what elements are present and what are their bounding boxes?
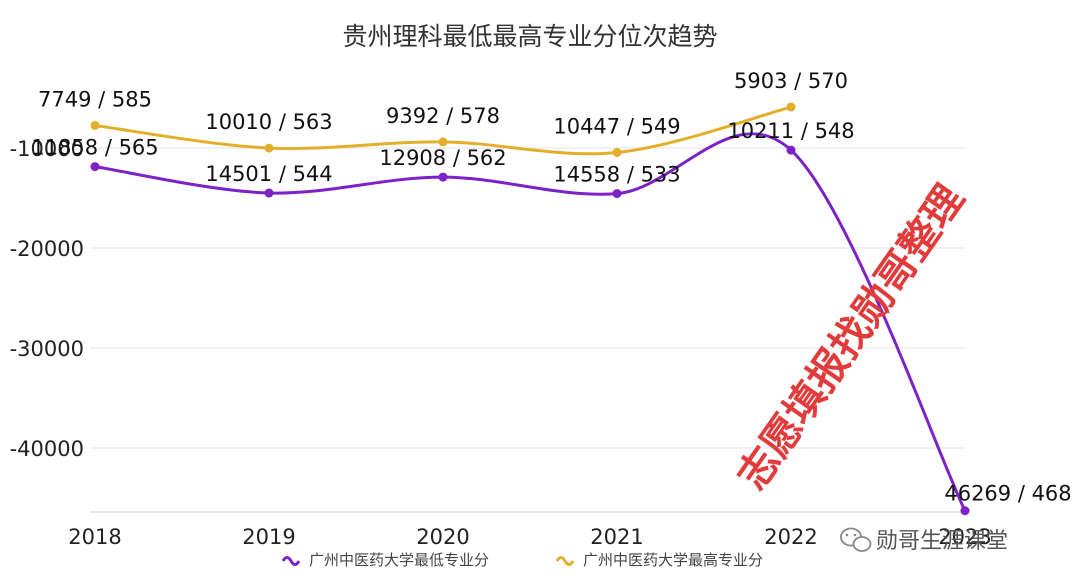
grid-lines: [90, 147, 965, 513]
data-label: 7749 / 585: [38, 87, 152, 111]
data-labels: 11858 / 565 14501 / 544 12908 / 562 14558 /…: [31, 69, 1071, 506]
y-tick-label: -10000: [10, 137, 84, 161]
data-point: [264, 188, 274, 198]
data-point: [438, 137, 448, 147]
y-tick-label: -40000: [10, 437, 84, 461]
legend-item-min[interactable]: 广州中医药大学最低专业分: [281, 551, 489, 569]
data-point: [612, 189, 622, 199]
wechat-badge: 勋哥生涯课堂: [840, 527, 1008, 554]
x-tick-label: 2023: [938, 525, 991, 549]
wechat-icon: [840, 527, 872, 552]
data-point: [90, 120, 100, 130]
data-label: 5903 / 570: [734, 69, 848, 93]
watermark: 志愿填报找勋哥整理: [729, 177, 973, 498]
x-tick-label: 2022: [764, 525, 817, 549]
wechat-badge-text: 勋哥生涯课堂: [876, 529, 1008, 554]
x-tick-label: 2018: [68, 525, 121, 549]
legend-label-min: 广州中医药大学最低专业分: [309, 551, 489, 569]
data-label: 14558 / 533: [553, 163, 680, 187]
y-axis: -10000 -20000 -30000 -40000: [10, 137, 84, 461]
legend-item-max[interactable]: 广州中医药大学最高专业分: [555, 551, 763, 569]
watermark-text: 志愿填报找勋哥整理: [729, 177, 973, 498]
data-point: [438, 172, 448, 182]
data-label: 10010 / 563: [205, 110, 332, 134]
data-label: 10211 / 548: [727, 119, 854, 143]
data-point: [264, 143, 274, 153]
data-label: 14501 / 544: [205, 162, 332, 186]
y-tick-label: -20000: [10, 237, 84, 261]
data-label: 9392 / 578: [386, 104, 500, 128]
data-point: [612, 147, 622, 157]
data-label: 10447 / 549: [553, 114, 680, 138]
x-tick-label: 2021: [590, 525, 643, 549]
data-label: 12908 / 562: [379, 146, 506, 170]
data-label: 46269 / 468: [944, 482, 1071, 506]
legend[interactable]: 广州中医药大学最低专业分 广州中医药大学最高专业分: [281, 551, 763, 569]
data-label: 11858 / 565: [31, 136, 158, 160]
data-point: [786, 102, 796, 112]
x-tick-label: 2020: [416, 525, 469, 549]
y-tick-label: -30000: [10, 337, 84, 361]
data-point: [90, 162, 100, 172]
data-point: [786, 145, 796, 155]
x-tick-label: 2019: [242, 525, 295, 549]
legend-label-max: 广州中医药大学最高专业分: [583, 551, 763, 569]
series-group: [90, 102, 970, 516]
legend-swatch-max: [555, 556, 575, 566]
chart-title: 贵州理科最低最高专业分位次趋势: [342, 22, 717, 51]
data-point: [960, 506, 970, 516]
legend-swatch-min: [281, 556, 301, 566]
x-axis: 2018 2019 2020 2021 2022 2023: [68, 525, 991, 549]
